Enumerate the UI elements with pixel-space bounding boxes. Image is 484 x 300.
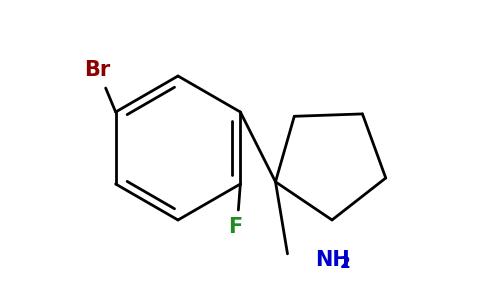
Text: Br: Br <box>85 60 111 80</box>
Text: F: F <box>228 217 242 237</box>
Text: NH: NH <box>316 250 350 270</box>
Text: 2: 2 <box>339 256 350 271</box>
